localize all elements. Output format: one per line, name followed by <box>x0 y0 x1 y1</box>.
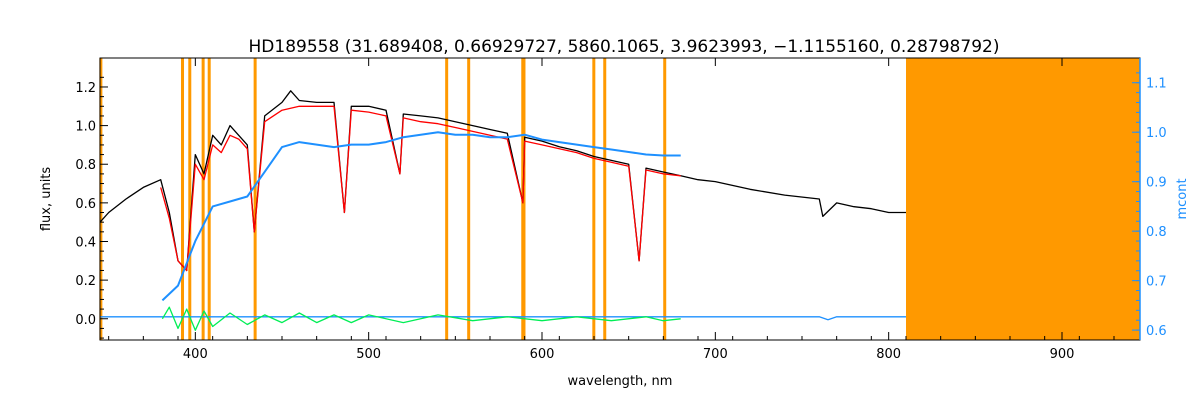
series-line-4 <box>100 316 906 321</box>
masked-line <box>207 58 211 340</box>
masked-line <box>603 58 607 340</box>
masked-region <box>906 58 1140 340</box>
y-axis-left: 0.0 0.2 0.4 0.6 0.8 1.0 1.2 <box>75 76 108 339</box>
masked-line <box>663 58 667 340</box>
series-line-1 <box>99 90 906 272</box>
y-axis-right: 0.6 0.7 0.8 0.9 1.0 1.1 <box>1132 58 1167 340</box>
y-right-tick-label: 0.9 <box>1146 176 1167 191</box>
masked-line <box>445 58 449 340</box>
y-tick-label: 0.2 <box>75 274 96 289</box>
y-tick-label: 0.8 <box>75 158 96 173</box>
x-tick-label: 400 <box>183 347 208 362</box>
y-tick-label: 0.4 <box>75 235 96 250</box>
y-right-tick-label: 0.6 <box>1146 324 1167 339</box>
masked-line <box>188 58 192 340</box>
x-axis-label: wavelength, nm <box>568 374 673 389</box>
series-line-2 <box>160 105 681 272</box>
y-tick-label: 0.0 <box>75 313 96 328</box>
series-line-3 <box>161 131 681 302</box>
y-tick-label: 1.0 <box>75 120 96 135</box>
y-axis-label: flux, units <box>39 167 54 232</box>
masked-regions <box>99 58 1140 340</box>
y-tick-label: 1.2 <box>75 81 96 96</box>
x-tick-label: 600 <box>530 347 555 362</box>
masked-line <box>522 58 526 340</box>
x-tick-label: 900 <box>1050 347 1075 362</box>
y-right-tick-label: 1.0 <box>1146 126 1167 141</box>
x-tick-label: 500 <box>356 347 381 362</box>
x-tick-label: 700 <box>703 347 728 362</box>
x-axis: 400 500 600 700 800 900 <box>108 58 1115 362</box>
y-right-tick-label: 1.1 <box>1146 77 1167 92</box>
y-tick-label: 0.6 <box>75 197 96 212</box>
masked-line <box>99 58 103 340</box>
masked-line <box>201 58 205 340</box>
masked-line <box>253 58 257 340</box>
y-right-tick-label: 0.8 <box>1146 225 1167 240</box>
chart-title: HD189558 (31.689408, 0.66929727, 5860.10… <box>249 37 1000 57</box>
series-layer <box>99 90 906 331</box>
masked-line <box>467 58 471 340</box>
y-axis-right-label: mcont <box>1175 178 1190 219</box>
masked-line <box>592 58 596 340</box>
y-right-tick-label: 0.7 <box>1146 275 1167 290</box>
masked-line <box>181 58 185 340</box>
x-tick-label: 800 <box>876 347 901 362</box>
series-line-5 <box>161 306 681 331</box>
